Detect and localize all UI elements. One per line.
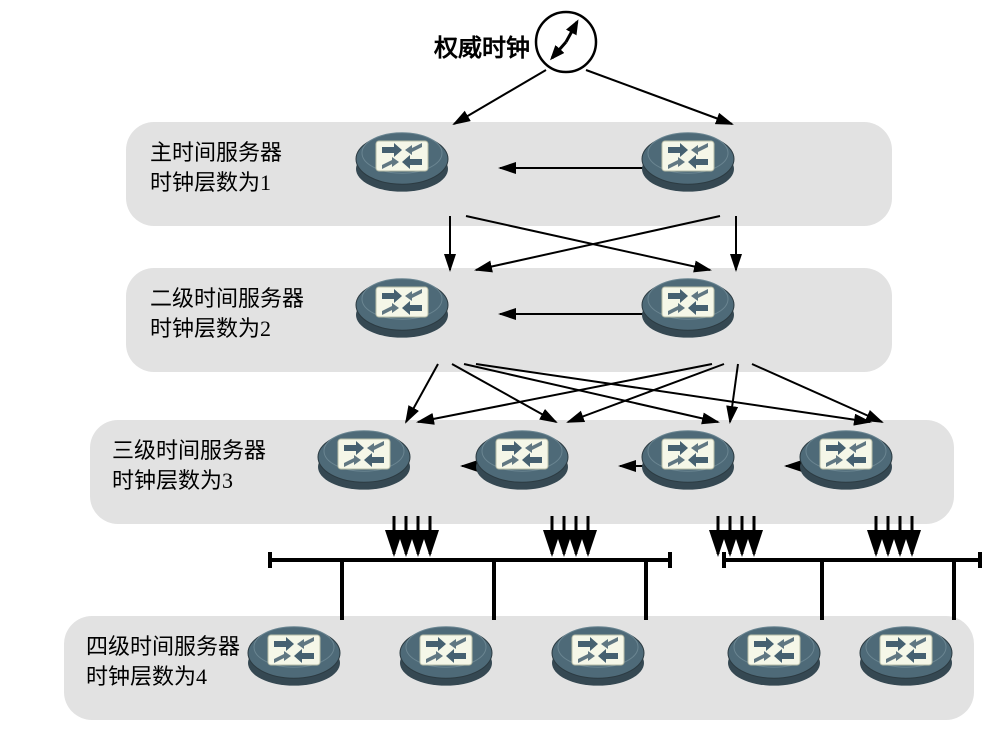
router-icon	[354, 272, 450, 340]
router-icon	[798, 424, 894, 492]
router-icon	[316, 424, 412, 492]
diagram-canvas: 权威时钟 主时间服务器 时钟层数为1 二级时间服务器 时钟层数为2 三级时间服务…	[0, 0, 1000, 736]
arrows-layer	[0, 0, 1000, 736]
layer-3-label-line1: 三级时间服务器	[112, 438, 266, 463]
layer-1-label-line1: 主时间服务器	[150, 140, 282, 165]
router-icon	[858, 620, 954, 688]
layer-3-label-line2: 时钟层数为3	[112, 468, 233, 493]
layer-2-label: 二级时间服务器 时钟层数为2	[150, 284, 304, 343]
router-icon	[246, 620, 342, 688]
router-icon	[474, 424, 570, 492]
router-icon	[354, 126, 450, 194]
authoritative-clock-label: 权威时钟	[434, 28, 530, 63]
router-icon	[640, 126, 736, 194]
router-icon	[726, 620, 822, 688]
router-icon	[398, 620, 494, 688]
layer-2-label-line2: 时钟层数为2	[150, 316, 271, 341]
layer-4-label: 四级时间服务器 时钟层数为4	[86, 632, 240, 691]
router-icon	[640, 272, 736, 340]
layer-2-label-line1: 二级时间服务器	[150, 286, 304, 311]
authoritative-clock-icon	[533, 9, 599, 80]
layer-3-label: 三级时间服务器 时钟层数为3	[112, 436, 266, 495]
layer-4-label-line1: 四级时间服务器	[86, 634, 240, 659]
layer-1-label-line2: 时钟层数为1	[150, 170, 271, 195]
router-icon	[550, 620, 646, 688]
router-icon	[640, 424, 736, 492]
layer-4-label-line2: 时钟层数为4	[86, 664, 207, 689]
layer-1-label: 主时间服务器 时钟层数为1	[150, 138, 282, 197]
